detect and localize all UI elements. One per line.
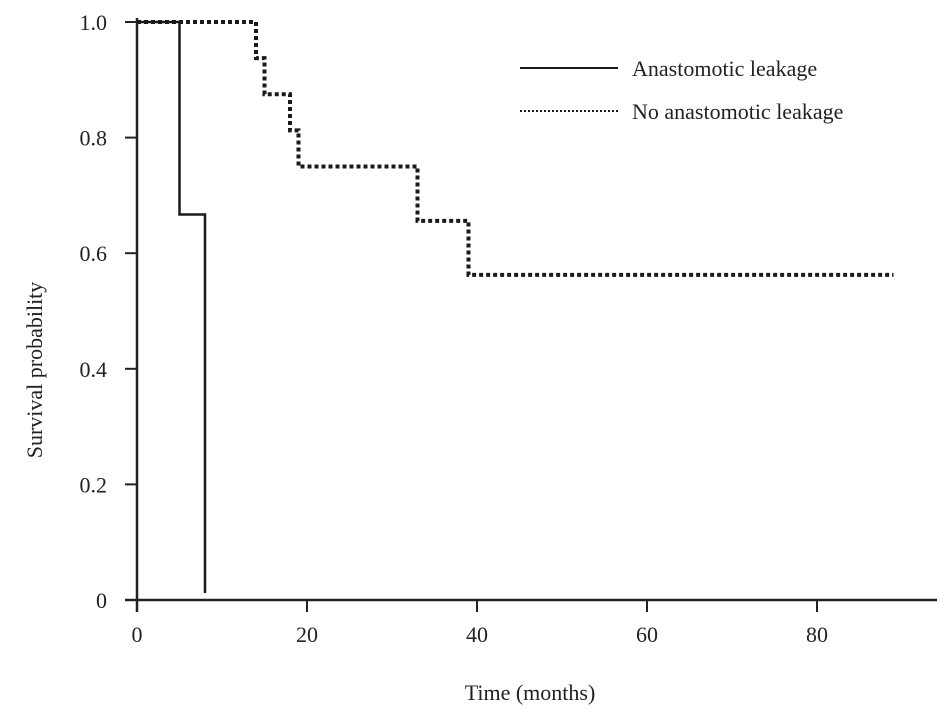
x-tick-label: 60 bbox=[636, 622, 658, 647]
legend: Anastomotic leakage No anastomotic leakag… bbox=[520, 56, 843, 124]
x-tick-label: 20 bbox=[296, 622, 318, 647]
y-tick-label: 0.2 bbox=[80, 472, 108, 497]
y-tick-label: 0.6 bbox=[80, 241, 108, 266]
legend-label-1: Anastomotic leakage bbox=[632, 56, 817, 81]
y-tick-label: 0.4 bbox=[80, 357, 108, 382]
y-tick-label: 1.0 bbox=[80, 10, 108, 35]
x-tick-label: 0 bbox=[132, 622, 143, 647]
axes: 0 20 40 60 80 0 0.2 0.4 0.6 0.8 1.0 bbox=[80, 10, 937, 647]
y-axis-label: Survival probability bbox=[22, 282, 47, 459]
x-axis-label: Time (months) bbox=[465, 680, 596, 705]
series-line-2 bbox=[137, 20, 894, 277]
x-tick-label: 80 bbox=[806, 622, 828, 647]
series-lines bbox=[137, 20, 894, 593]
legend-label-2: No anastomotic leakage bbox=[632, 99, 843, 124]
y-tick-label: 0.8 bbox=[80, 126, 108, 151]
x-tick-label: 40 bbox=[466, 622, 488, 647]
series-line-1 bbox=[139, 20, 207, 593]
y-tick-label: 0 bbox=[96, 588, 107, 613]
